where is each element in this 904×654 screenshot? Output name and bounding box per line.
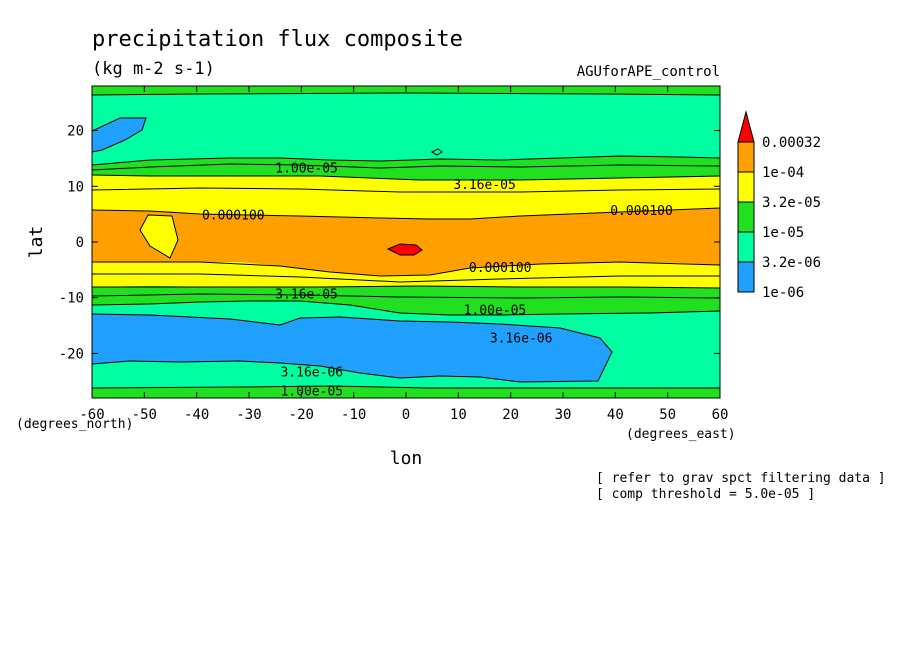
legend-swatch — [737, 171, 755, 203]
green-band-south — [92, 286, 720, 315]
contour-line — [92, 207, 720, 220]
green-band-north — [92, 156, 720, 180]
note-threshold: [ comp threshold = 5.0e-05 ] — [596, 487, 815, 502]
dataset-label: AGUforAPE_control — [577, 64, 720, 80]
yellow-band-north — [92, 175, 720, 219]
legend-label: 1e-05 — [762, 225, 804, 241]
contour-line — [139, 214, 179, 259]
contour-line — [430, 148, 443, 156]
contour-line — [92, 163, 720, 171]
contour-line — [92, 273, 720, 283]
contour-label: 1.00e-05 — [280, 384, 343, 399]
x-tick-label: -20 — [289, 407, 314, 423]
contour-label: 3.16e-05 — [453, 178, 516, 193]
legend-swatch — [737, 110, 755, 143]
legend-label: 3.2e-06 — [762, 255, 821, 271]
contour-label: 0.000100 — [202, 208, 265, 223]
legend-label: 1e-06 — [762, 285, 804, 301]
contour-label: 1.00e-05 — [275, 161, 338, 176]
legend-swatch — [737, 231, 755, 263]
x-tick-label: 20 — [502, 407, 519, 423]
contour-lines — [92, 92, 720, 389]
contour-label: 3.16e-06 — [280, 365, 343, 380]
y-tick-label: -10 — [59, 291, 84, 307]
x-tick-label: -60 — [79, 407, 104, 423]
color-legend: 0.00032 1e-04 3.2e-05 1e-05 3.2e-06 1e-06 — [737, 110, 821, 301]
legend-swatch — [737, 201, 755, 233]
blue-region-north — [92, 118, 146, 152]
x-tick-label: 60 — [712, 407, 729, 423]
axes: -60 -50 -40 -30 -20 -10 0 10 20 30 40 50 60 -20 -10 0 10… — [59, 86, 729, 423]
contour-line — [92, 261, 720, 277]
y-axis-units: (degrees_north) — [16, 417, 133, 432]
contour-line — [92, 92, 720, 96]
legend-label: 1e-04 — [762, 165, 804, 181]
contour-line — [92, 293, 720, 299]
y-tick-label: -20 — [59, 346, 84, 362]
x-tick-label: -10 — [341, 407, 366, 423]
blue-region-south — [92, 314, 612, 382]
x-tick-label: 10 — [450, 407, 467, 423]
note-filter: [ refer to grav spct filtering data ] — [596, 471, 886, 486]
contour-line — [92, 385, 720, 389]
contour-line — [92, 300, 720, 316]
legend-swatch — [737, 141, 755, 173]
x-tick-label: -50 — [132, 407, 157, 423]
yellow-notch — [140, 215, 178, 258]
contour-line — [386, 243, 423, 256]
contour-line — [92, 187, 720, 193]
x-axis-label: lon — [390, 448, 423, 469]
contour-line — [92, 174, 720, 181]
x-axis-units: (degrees_east) — [626, 427, 736, 442]
legend-label: 3.2e-05 — [762, 195, 821, 211]
orange-core — [92, 208, 720, 276]
contour-label: 3.16e-05 — [275, 287, 338, 302]
contour-line — [92, 313, 613, 383]
contour-label: 3.16e-06 — [490, 331, 553, 346]
x-tick-label: 50 — [659, 407, 676, 423]
contour-field: 1.00e-05 3.16e-05 0.000100 0.000100 0.000100… — [92, 86, 720, 399]
x-tick-label: 0 — [402, 407, 410, 423]
contour-labels: 1.00e-05 3.16e-05 0.000100 0.000100 0.000100… — [202, 161, 673, 399]
contour-line — [92, 117, 147, 153]
legend-label: 0.00032 — [762, 135, 821, 151]
y-tick-label: 0 — [76, 235, 84, 251]
contour-label: 1.00e-05 — [464, 304, 527, 319]
contour-label: 0.000100 — [469, 261, 532, 276]
yellow-band-south — [92, 262, 720, 288]
chart-units: (kg m-2 s-1) — [92, 59, 215, 79]
x-tick-label: -30 — [236, 407, 261, 423]
x-tick-label: 30 — [555, 407, 572, 423]
contour-line — [92, 285, 720, 289]
y-axis-label: lat — [26, 226, 47, 259]
chart-title: precipitation flux composite — [92, 27, 463, 52]
legend-swatch — [737, 261, 755, 293]
y-tick-label: 20 — [67, 124, 84, 140]
x-tick-label: -40 — [184, 407, 209, 423]
contour-line — [92, 155, 720, 166]
x-tick-label: 40 — [607, 407, 624, 423]
red-maximum — [388, 244, 422, 255]
y-tick-label: 10 — [67, 179, 84, 195]
contour-label: 0.000100 — [610, 204, 673, 219]
